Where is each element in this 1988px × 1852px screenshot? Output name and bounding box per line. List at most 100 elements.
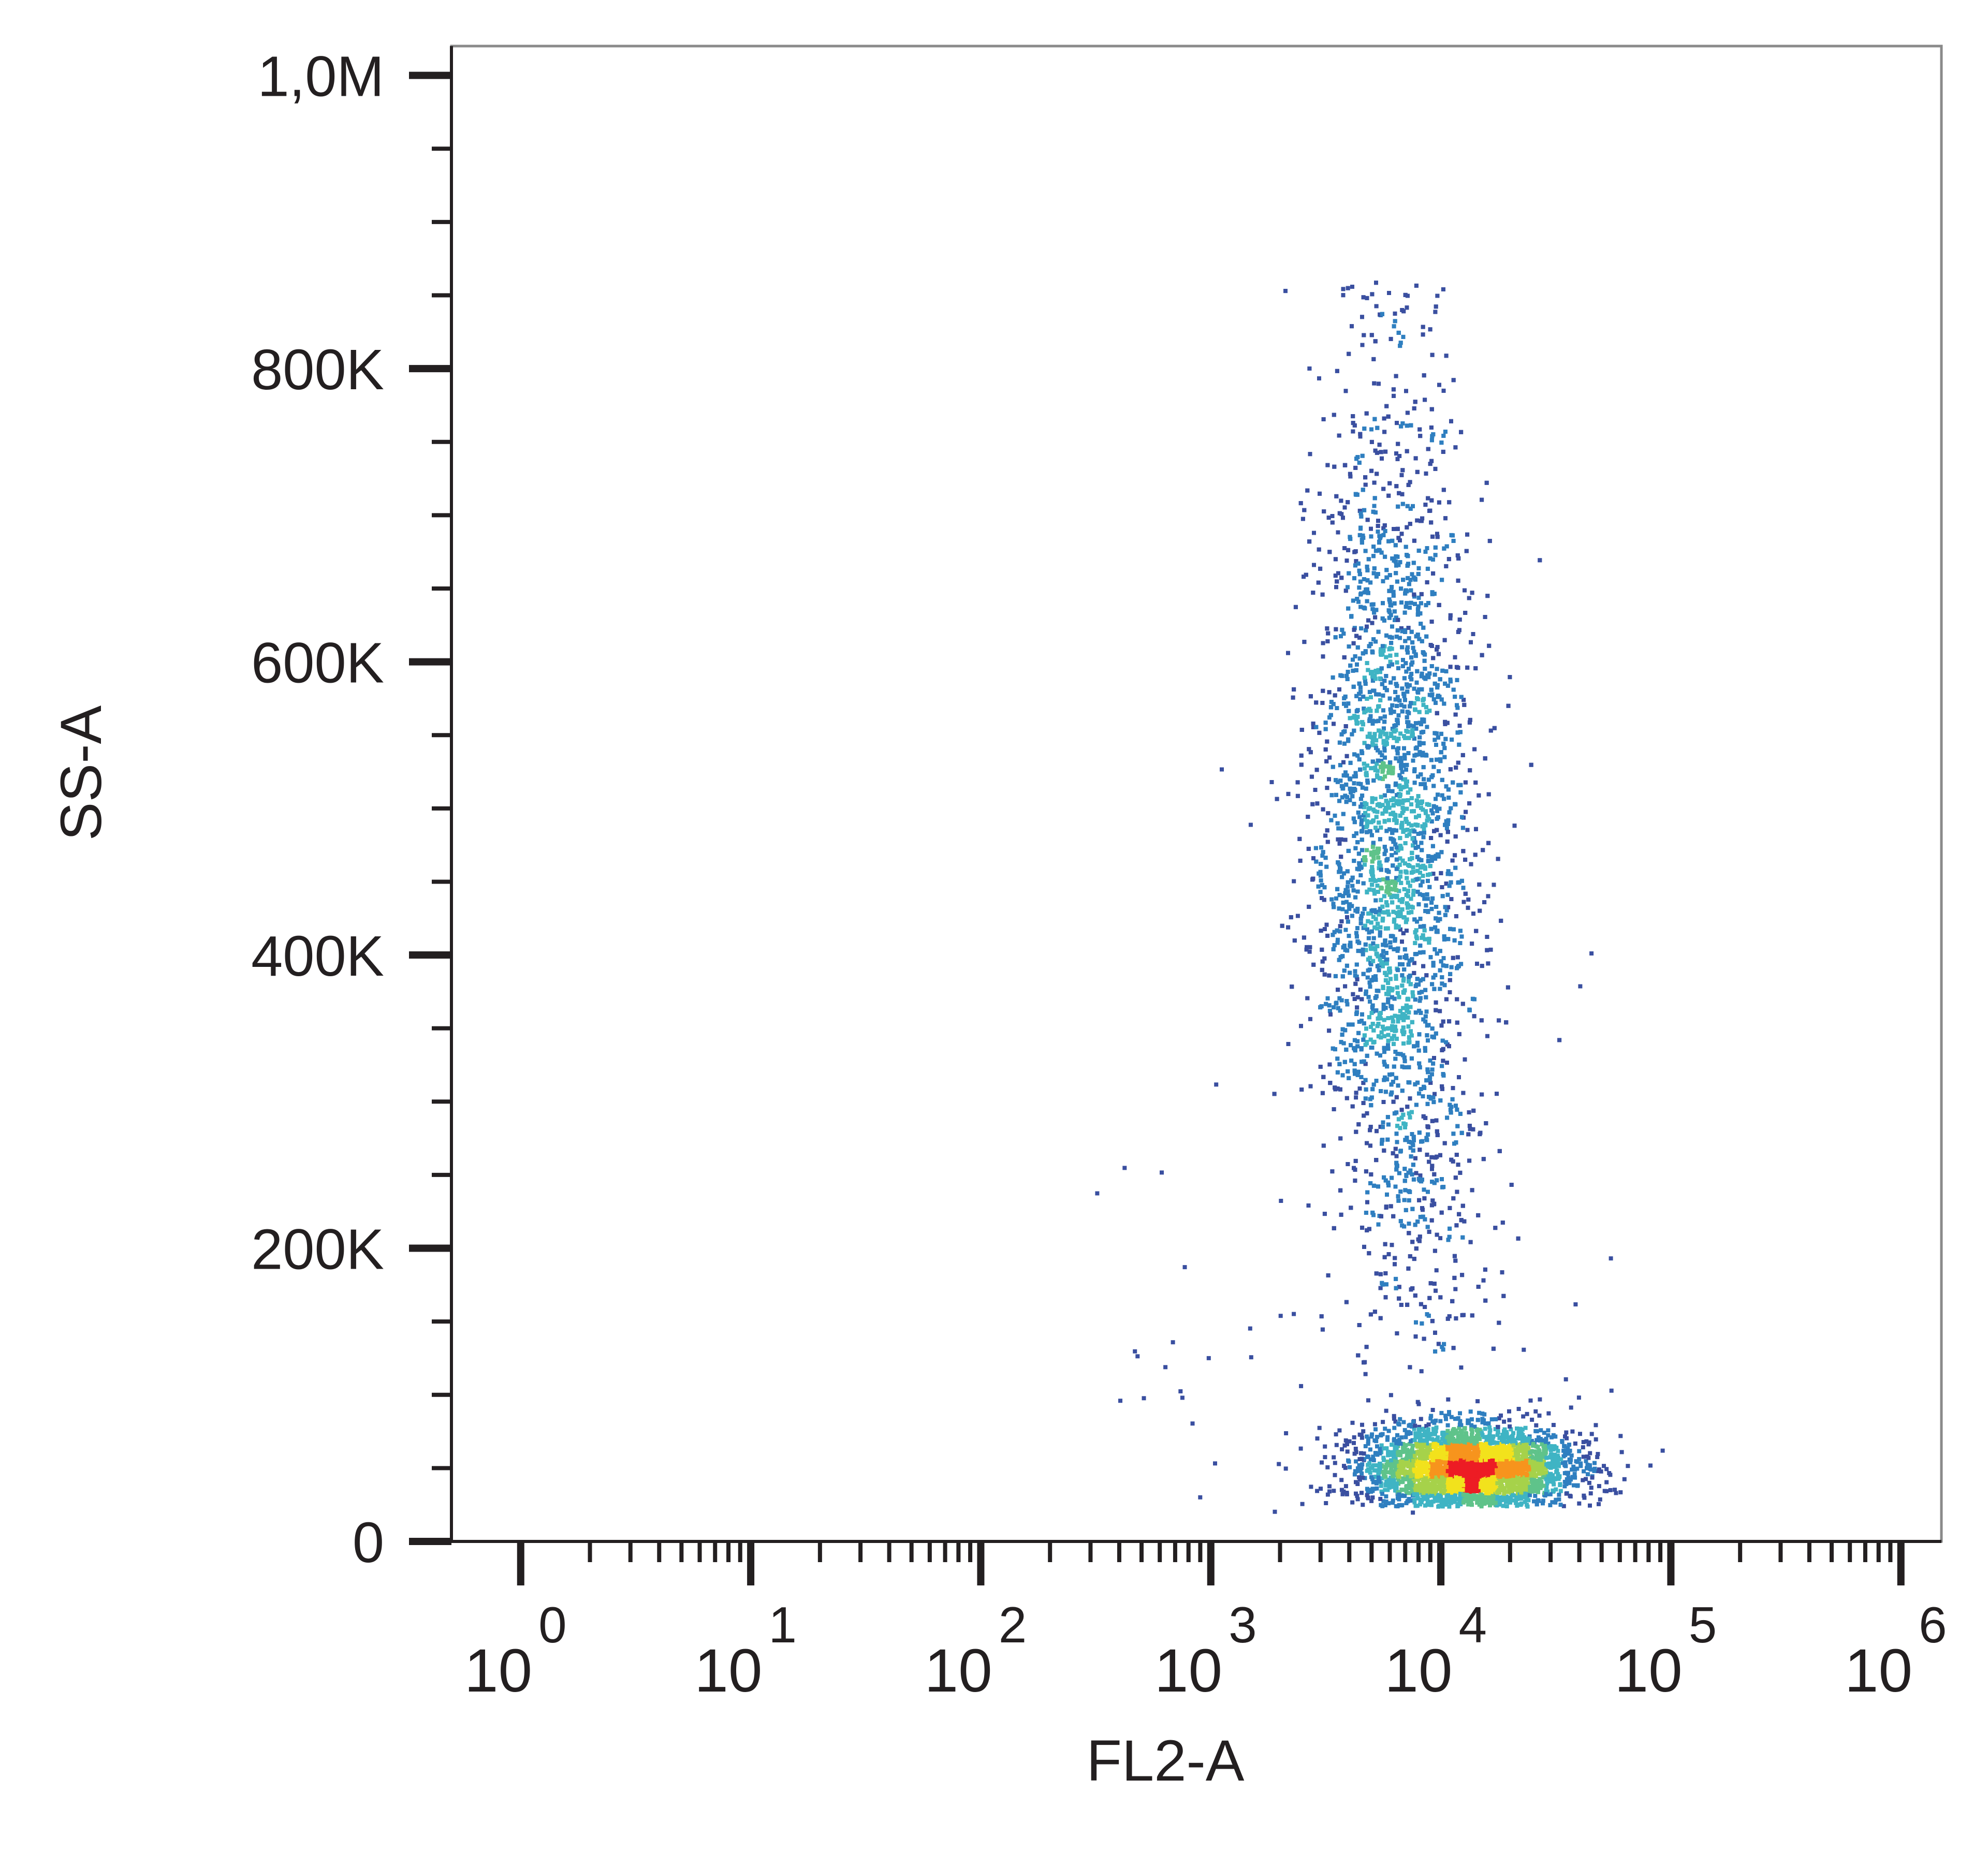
data-point — [1397, 1490, 1402, 1494]
data-point — [1404, 1456, 1409, 1461]
data-point — [1483, 1472, 1488, 1476]
plot-area-frame — [450, 45, 1943, 1543]
data-point — [1354, 1491, 1358, 1496]
data-point — [1473, 1489, 1478, 1494]
data-point — [1366, 1496, 1370, 1501]
data-point — [1493, 1449, 1498, 1453]
data-point — [1357, 1457, 1362, 1461]
data-point — [1373, 1451, 1378, 1456]
data-point — [1411, 1420, 1415, 1424]
data-point — [1458, 1458, 1463, 1463]
data-point — [1471, 1463, 1476, 1467]
data-point — [1604, 1467, 1609, 1472]
data-point — [1497, 1462, 1501, 1466]
data-point — [1354, 1480, 1358, 1484]
data-point — [1594, 1437, 1598, 1442]
data-point — [1486, 1474, 1490, 1478]
data-point — [1480, 1412, 1485, 1416]
data-point — [1398, 1451, 1402, 1456]
data-point — [1384, 1408, 1388, 1413]
data-point — [1456, 1447, 1460, 1452]
data-point — [1513, 1441, 1518, 1445]
data-point — [1594, 1423, 1598, 1428]
data-point — [1499, 1413, 1503, 1418]
data-point — [1446, 1438, 1451, 1443]
data-point — [1498, 1502, 1502, 1507]
data-point — [1438, 1464, 1443, 1469]
data-point — [1395, 1496, 1400, 1501]
data-point — [1373, 1427, 1378, 1432]
data-point — [1384, 1494, 1388, 1498]
data-point — [1392, 1416, 1396, 1421]
data-point — [1393, 1419, 1398, 1424]
data-point — [1392, 1414, 1396, 1418]
data-point — [1348, 1465, 1352, 1469]
data-point — [1565, 1436, 1569, 1441]
data-point — [1359, 1466, 1364, 1471]
data-point — [1342, 1464, 1346, 1468]
data-point — [1457, 1425, 1461, 1430]
data-point — [1380, 1469, 1384, 1474]
data-point — [1575, 1460, 1580, 1464]
data-point — [1494, 1458, 1499, 1462]
data-point — [1444, 1449, 1449, 1453]
data-point — [1492, 1446, 1497, 1450]
data-point — [1412, 1467, 1416, 1472]
data-point — [1442, 1484, 1446, 1489]
data-point — [1515, 1472, 1520, 1476]
data-point — [1459, 1461, 1464, 1466]
data-point — [1334, 1432, 1338, 1437]
data-point — [1541, 1501, 1545, 1506]
data-point — [1554, 1497, 1558, 1502]
data-point — [1412, 1498, 1417, 1502]
data-point — [1386, 1429, 1391, 1433]
data-point — [1391, 1477, 1396, 1482]
data-point — [1511, 1474, 1515, 1479]
data-point — [1460, 1488, 1465, 1492]
data-point — [1539, 1454, 1543, 1459]
data-point — [1434, 1418, 1438, 1423]
data-point — [1448, 1456, 1453, 1461]
data-point — [1463, 1472, 1467, 1477]
data-point — [1471, 1493, 1476, 1497]
data-point — [1309, 1484, 1313, 1489]
data-point — [1588, 1491, 1593, 1496]
data-point — [1445, 1447, 1450, 1451]
data-point — [1581, 1445, 1585, 1450]
data-point — [1411, 1479, 1416, 1483]
data-point — [1567, 1443, 1571, 1447]
data-point — [1381, 1499, 1386, 1504]
data-point — [1573, 1441, 1577, 1446]
data-point — [1570, 1429, 1575, 1434]
data-point — [1560, 1439, 1565, 1443]
data-point — [1416, 1444, 1421, 1449]
data-point — [1315, 1436, 1320, 1441]
data-point — [1424, 1490, 1429, 1495]
data-point — [1512, 1451, 1516, 1456]
data-point — [1528, 1460, 1532, 1464]
data-point — [1410, 1462, 1415, 1467]
data-point — [1393, 1468, 1398, 1473]
data-point — [1419, 1486, 1423, 1491]
data-point — [1452, 1488, 1456, 1492]
data-point — [1423, 1459, 1428, 1463]
data-point — [1445, 1423, 1450, 1428]
data-point — [1449, 1466, 1454, 1471]
data-point — [1391, 1501, 1395, 1505]
data-point — [1553, 1434, 1558, 1439]
data-point — [1429, 1503, 1434, 1507]
data-point — [1362, 1451, 1366, 1456]
data-point — [1425, 1497, 1430, 1502]
data-point — [1556, 1472, 1560, 1477]
data-point — [1518, 1496, 1523, 1501]
data-point — [1379, 1432, 1383, 1437]
data-point — [1415, 1467, 1420, 1472]
data-point — [1488, 1479, 1493, 1483]
data-point — [1497, 1436, 1502, 1441]
data-point — [1425, 1430, 1429, 1434]
data-point — [1501, 1461, 1505, 1465]
data-point — [1528, 1441, 1533, 1446]
data-point — [1412, 1492, 1417, 1496]
data-point — [1470, 1503, 1474, 1507]
data-point — [1485, 1445, 1489, 1449]
